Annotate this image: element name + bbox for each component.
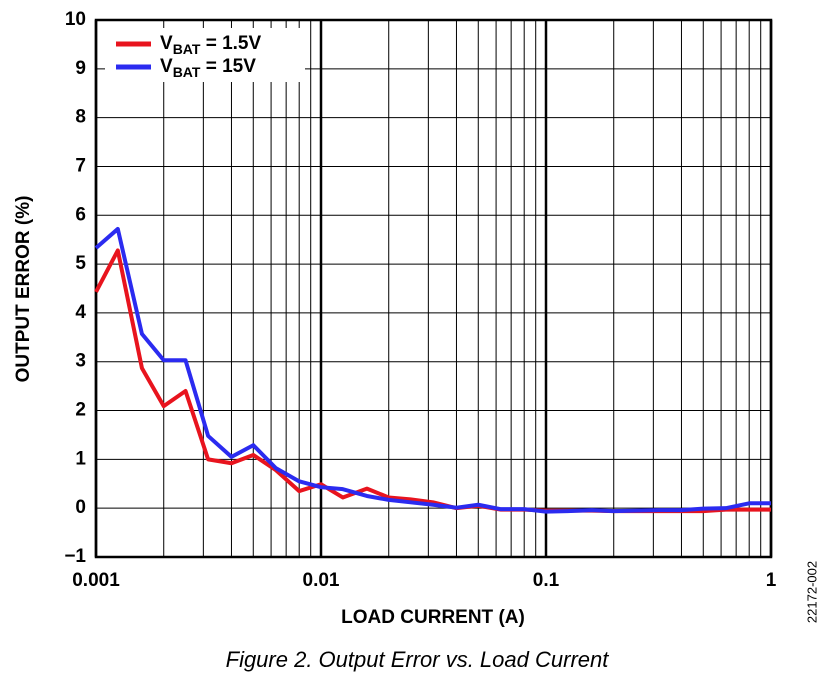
- legend-label: VBAT = 15V: [160, 56, 256, 80]
- figure-id: 22172-002: [804, 561, 819, 623]
- y-tick-label: 6: [75, 204, 86, 225]
- x-tick-label: 0.1: [533, 570, 560, 591]
- x-axis-label: LOAD CURRENT (A): [341, 607, 525, 628]
- y-tick-label: 0: [75, 497, 86, 518]
- legend-box: [105, 28, 305, 82]
- y-tick-label: 8: [75, 107, 86, 128]
- y-axis-label: OUTPUT ERROR (%): [13, 196, 34, 383]
- x-tick-label: 1: [766, 570, 777, 591]
- y-tick-label: 1: [75, 448, 86, 469]
- y-tick-label: 5: [75, 253, 86, 274]
- x-tick-label: 0.01: [303, 570, 340, 591]
- y-tick-label: 10: [65, 9, 86, 30]
- y-tick-label: 9: [75, 58, 86, 79]
- plot-frame: [94, 18, 773, 559]
- x-tick-label: 0.001: [72, 570, 120, 591]
- legend-label: VBAT = 1.5V: [160, 33, 261, 57]
- caption: Figure 2. Output Error vs. Load Current: [226, 647, 610, 672]
- y-tick-label: 3: [75, 351, 86, 372]
- series-line: [94, 226, 771, 514]
- y-tick-label: 2: [75, 400, 86, 421]
- y-tick-label: 4: [75, 302, 86, 323]
- y-tick-label: 7: [75, 155, 86, 176]
- y-tick-label: −1: [64, 546, 86, 567]
- series-line: [94, 248, 771, 514]
